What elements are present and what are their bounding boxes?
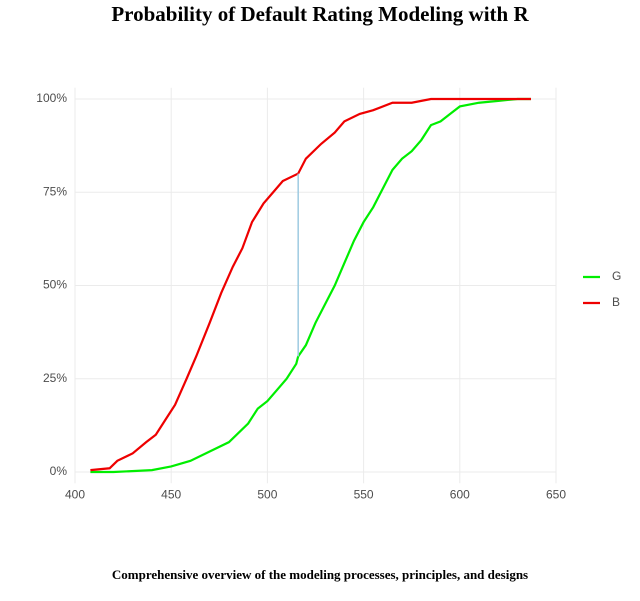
line [90, 97, 531, 472]
legend-label: B [612, 295, 620, 309]
y-tick-label: 0% [50, 464, 68, 478]
y-tick-label: 100% [36, 91, 67, 105]
x-tick-label: 500 [257, 487, 277, 501]
x-tick-label: 450 [161, 487, 181, 501]
legend-label: G [612, 269, 621, 283]
y-tick-label: 75% [43, 184, 67, 198]
x-tick-label: 650 [546, 487, 566, 501]
x-tick-label: 550 [354, 487, 374, 501]
y-tick-label: 50% [43, 278, 67, 292]
x-tick-label: 400 [65, 487, 85, 501]
line [90, 97, 531, 474]
chart-title: Probability of Default Rating Modeling w… [111, 2, 529, 26]
y-tick-label: 25% [43, 371, 67, 385]
x-tick-label: 600 [450, 487, 470, 501]
chart-caption: Comprehensive overview of the modeling p… [112, 567, 528, 582]
